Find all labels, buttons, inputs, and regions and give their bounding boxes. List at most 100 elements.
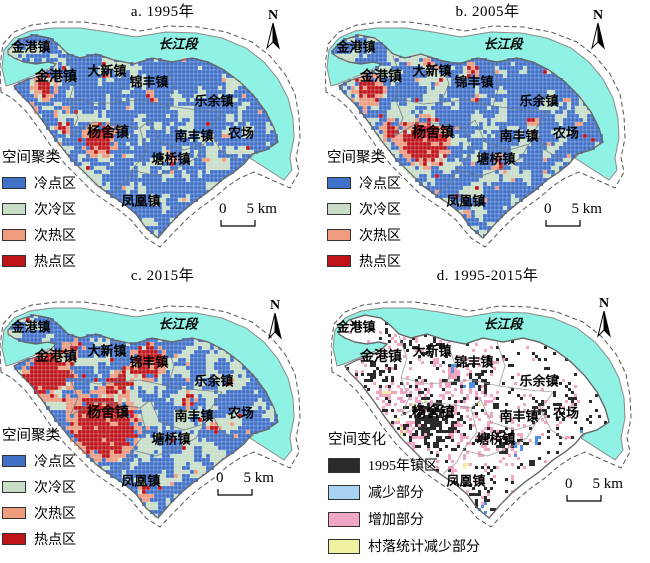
legend-item: 冷点区 <box>327 173 401 193</box>
legend-item: 热点区 <box>2 529 76 549</box>
town-label: 金港镇 <box>11 321 50 334</box>
north-label: N <box>262 10 284 22</box>
legend-label: 1995年镇区 <box>368 455 438 475</box>
north-arrow-icon <box>589 22 607 50</box>
river-label: 长江段 <box>483 38 522 51</box>
scale-label: 5 km <box>247 201 277 218</box>
town-label: 凤凰镇 <box>446 475 485 488</box>
legend-swatch <box>2 229 26 241</box>
legend-item: 次冷区 <box>327 199 401 219</box>
legend-label: 冷点区 <box>34 451 76 471</box>
river-label: 长江段 <box>483 318 522 331</box>
legend-title: 空间聚类 <box>327 146 401 167</box>
legend-item: 1995年镇区 <box>328 455 480 475</box>
town-label: 塘桥镇 <box>476 433 515 446</box>
town-label: 乐余镇 <box>194 375 233 388</box>
legend-item: 次热区 <box>2 503 76 523</box>
town-label: 金港镇 <box>360 71 402 85</box>
scale-zero: 0 <box>216 470 224 487</box>
town-label: 乐余镇 <box>519 95 558 108</box>
legend-label: 次热区 <box>359 225 401 245</box>
legend-label: 冷点区 <box>359 173 401 193</box>
town-label: 大新镇 <box>87 65 126 78</box>
scale-bar: 0 5 km <box>219 201 277 228</box>
town-label: 塘桥镇 <box>476 153 515 166</box>
legend-swatch <box>2 203 26 215</box>
legend-swatch <box>2 481 26 493</box>
panel-change: d. 1995-2015年 N 空间变化 1995年镇区减少部分增加部分村落统计… <box>325 264 650 557</box>
scale-label: 5 km <box>593 476 623 493</box>
town-label: 金港镇 <box>360 351 402 365</box>
legend-swatch <box>327 177 351 189</box>
town-label: 南丰镇 <box>499 130 538 143</box>
north-arrow-icon <box>595 310 613 338</box>
town-label: 塘桥镇 <box>151 433 190 446</box>
legend-label: 增加部分 <box>368 509 424 529</box>
legend-item: 次热区 <box>327 225 401 245</box>
scale-bracket <box>219 219 259 228</box>
legend-label: 冷点区 <box>34 173 76 193</box>
town-label: 金港镇 <box>35 71 77 85</box>
legend-swatch <box>328 458 360 473</box>
town-label: 金港镇 <box>336 321 375 334</box>
legend-label: 村落统计减少部分 <box>368 536 480 556</box>
town-label: 金港镇 <box>35 351 77 365</box>
legend-item: 冷点区 <box>2 173 76 193</box>
town-label: 农场 <box>553 407 579 420</box>
legend-item: 村落统计减少部分 <box>328 536 480 556</box>
legend-label: 次冷区 <box>359 199 401 219</box>
legend-label: 次冷区 <box>34 199 76 219</box>
north-label: N <box>593 298 615 310</box>
town-label: 农场 <box>553 127 579 140</box>
legend-item: 次热区 <box>2 225 76 245</box>
legend-swatch <box>328 539 360 554</box>
legend-swatch <box>328 512 360 527</box>
town-label: 杨舍镇 <box>87 127 129 141</box>
legend-swatch <box>327 229 351 241</box>
town-label: 金港镇 <box>11 41 50 54</box>
legend-swatch <box>2 177 26 189</box>
scale-zero: 0 <box>544 201 552 218</box>
cluster-legend: 空间聚类 冷点区次冷区次热区热点区 <box>327 146 401 277</box>
legend-swatch <box>2 507 26 519</box>
legend-swatch <box>328 485 360 500</box>
town-label: 乐余镇 <box>519 375 558 388</box>
legend-label: 热点区 <box>34 529 76 549</box>
legend-label: 次冷区 <box>34 477 76 497</box>
scale-bracket <box>216 488 256 497</box>
scale-zero: 0 <box>565 476 573 493</box>
scale-bar: 0 5 km <box>565 476 623 503</box>
town-label: 锦丰镇 <box>129 76 168 89</box>
town-label: 塘桥镇 <box>151 153 190 166</box>
town-label: 农场 <box>228 407 254 420</box>
legend-label: 次热区 <box>34 503 76 523</box>
legend-label: 次热区 <box>34 225 76 245</box>
scale-zero: 0 <box>219 201 227 218</box>
legend-swatch <box>2 533 26 545</box>
legend-item: 次冷区 <box>2 477 76 497</box>
legend-title: 空间聚类 <box>2 424 76 445</box>
cluster-legend: 空间聚类 冷点区次冷区次热区热点区 <box>2 146 76 277</box>
north-arrow-icon <box>266 312 284 340</box>
legend-title: 空间聚类 <box>2 146 76 167</box>
town-label: 杨舍镇 <box>412 127 454 141</box>
north-label: N <box>587 10 609 22</box>
town-label: 大新镇 <box>412 65 451 78</box>
north-arrow: N <box>593 298 615 343</box>
scale-bracket <box>544 219 584 228</box>
north-arrow: N <box>262 10 284 55</box>
town-label: 农场 <box>228 127 254 140</box>
town-label: 大新镇 <box>412 345 451 358</box>
cluster-legend: 空间聚类 冷点区次冷区次热区热点区 <box>2 424 76 555</box>
river-label: 长江段 <box>158 318 197 331</box>
north-arrow-icon <box>264 22 282 50</box>
town-label: 凤凰镇 <box>121 195 160 208</box>
town-label: 金港镇 <box>336 41 375 54</box>
legend-title: 空间变化 <box>328 428 480 449</box>
town-label: 大新镇 <box>87 345 126 358</box>
north-arrow: N <box>264 300 286 345</box>
